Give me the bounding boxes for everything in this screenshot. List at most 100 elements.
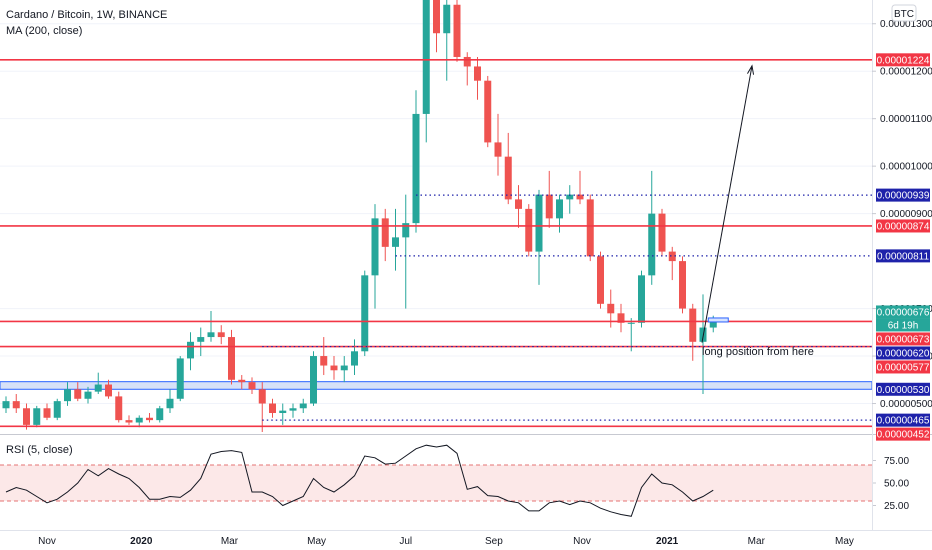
candle[interactable] xyxy=(453,0,461,62)
currency-badge[interactable]: BTC xyxy=(891,4,917,22)
candle[interactable] xyxy=(64,382,71,406)
candle-body xyxy=(289,408,297,411)
candles-layer[interactable] xyxy=(2,0,717,432)
candle[interactable] xyxy=(248,377,256,395)
candle[interactable] xyxy=(135,415,143,428)
candle[interactable] xyxy=(433,0,440,53)
candle[interactable] xyxy=(463,52,471,86)
price-tag-bg xyxy=(876,413,930,427)
candle[interactable] xyxy=(258,382,266,432)
candle[interactable] xyxy=(310,351,317,406)
candle[interactable] xyxy=(146,413,153,423)
candle[interactable] xyxy=(105,379,112,399)
candle[interactable] xyxy=(125,415,133,425)
candle[interactable] xyxy=(689,303,697,361)
rsi-band xyxy=(0,465,872,501)
rsi-axis-label: 50.00 xyxy=(884,479,909,490)
candle[interactable] xyxy=(23,403,30,430)
candle[interactable] xyxy=(33,405,41,428)
candle[interactable] xyxy=(515,185,522,228)
candle[interactable] xyxy=(299,398,307,414)
candle[interactable] xyxy=(289,403,297,418)
candle[interactable] xyxy=(187,332,194,371)
candle[interactable] xyxy=(238,375,246,390)
candle[interactable] xyxy=(535,189,543,285)
candle[interactable] xyxy=(320,337,328,376)
candle-body xyxy=(330,365,338,371)
candle[interactable] xyxy=(351,339,358,376)
candle[interactable] xyxy=(545,170,553,228)
candle-body xyxy=(648,213,656,276)
price-tag: 0.00001224 xyxy=(876,53,930,67)
horizontal-lines-layer[interactable] xyxy=(0,59,872,428)
support-zone[interactable] xyxy=(0,381,873,390)
candle[interactable] xyxy=(330,356,338,380)
candle[interactable] xyxy=(494,113,502,176)
candle[interactable] xyxy=(638,270,645,328)
candle[interactable] xyxy=(94,372,102,395)
candle[interactable] xyxy=(207,310,215,342)
candle[interactable] xyxy=(586,194,594,262)
candle[interactable] xyxy=(422,0,430,143)
chart-title: Cardano / Bitcoin, 1W, BINANCE xyxy=(6,9,167,21)
candle-body xyxy=(412,113,420,224)
candle[interactable] xyxy=(217,325,225,345)
candle-body xyxy=(23,408,30,425)
candle[interactable] xyxy=(597,251,604,309)
candle[interactable] xyxy=(269,398,276,418)
candle[interactable] xyxy=(474,56,481,100)
candle[interactable] xyxy=(228,329,235,385)
candle[interactable] xyxy=(504,132,512,205)
last-price-marker[interactable] xyxy=(707,317,729,323)
candle[interactable] xyxy=(12,394,20,414)
candle-body xyxy=(709,319,717,328)
rsi-indicator-label[interactable]: RSI (5, close) xyxy=(6,444,73,456)
candle[interactable] xyxy=(197,327,205,357)
candle[interactable] xyxy=(84,386,92,404)
time-axis[interactable]: Nov 2020 Mar May Jul Sep Nov 2021 Mar May xyxy=(38,536,854,547)
candle[interactable] xyxy=(443,0,451,81)
candle[interactable] xyxy=(43,403,51,421)
projection-arrow-head[interactable] xyxy=(747,64,755,75)
candle[interactable] xyxy=(74,382,82,402)
candle[interactable] xyxy=(617,303,625,333)
candle[interactable] xyxy=(371,204,379,309)
candle[interactable] xyxy=(668,246,676,281)
candle[interactable] xyxy=(658,208,666,257)
candle[interactable] xyxy=(2,396,10,414)
candle[interactable] xyxy=(176,356,184,402)
price-tag-bg xyxy=(876,346,930,360)
ma-indicator-label[interactable]: MA (200, close) xyxy=(6,25,82,37)
countdown-tag-bg xyxy=(876,318,930,332)
candle[interactable] xyxy=(361,270,369,357)
candle[interactable] xyxy=(525,204,533,257)
candle[interactable] xyxy=(402,194,410,309)
candle[interactable] xyxy=(648,170,656,285)
candle[interactable] xyxy=(381,208,389,262)
price-tag-text: 0.00000452 xyxy=(877,430,930,441)
candle[interactable] xyxy=(679,256,686,314)
rsi-axis-label: 75.00 xyxy=(884,456,909,467)
candle-body xyxy=(269,403,276,414)
drawing-overlay-layer[interactable] xyxy=(701,64,755,343)
projection-arrow-line[interactable] xyxy=(701,65,753,343)
candle[interactable] xyxy=(412,90,420,233)
candle-body xyxy=(105,384,112,397)
long-position-annotation[interactable]: long position from here xyxy=(702,346,814,358)
candle[interactable] xyxy=(156,405,164,423)
candle[interactable] xyxy=(53,398,61,421)
candle[interactable] xyxy=(576,170,584,205)
candle[interactable] xyxy=(566,185,574,214)
candle[interactable] xyxy=(392,208,399,271)
candle[interactable] xyxy=(166,389,174,414)
candle[interactable] xyxy=(279,403,287,425)
price-axis-label: 0.00001300 xyxy=(880,19,932,30)
price-tag: 0.00000874 xyxy=(876,219,930,233)
candle[interactable] xyxy=(484,75,492,148)
candle-body xyxy=(12,401,20,409)
candle-body xyxy=(197,337,205,342)
candle[interactable] xyxy=(115,391,123,423)
rsi-line[interactable] xyxy=(5,444,714,517)
candle[interactable] xyxy=(340,356,348,383)
